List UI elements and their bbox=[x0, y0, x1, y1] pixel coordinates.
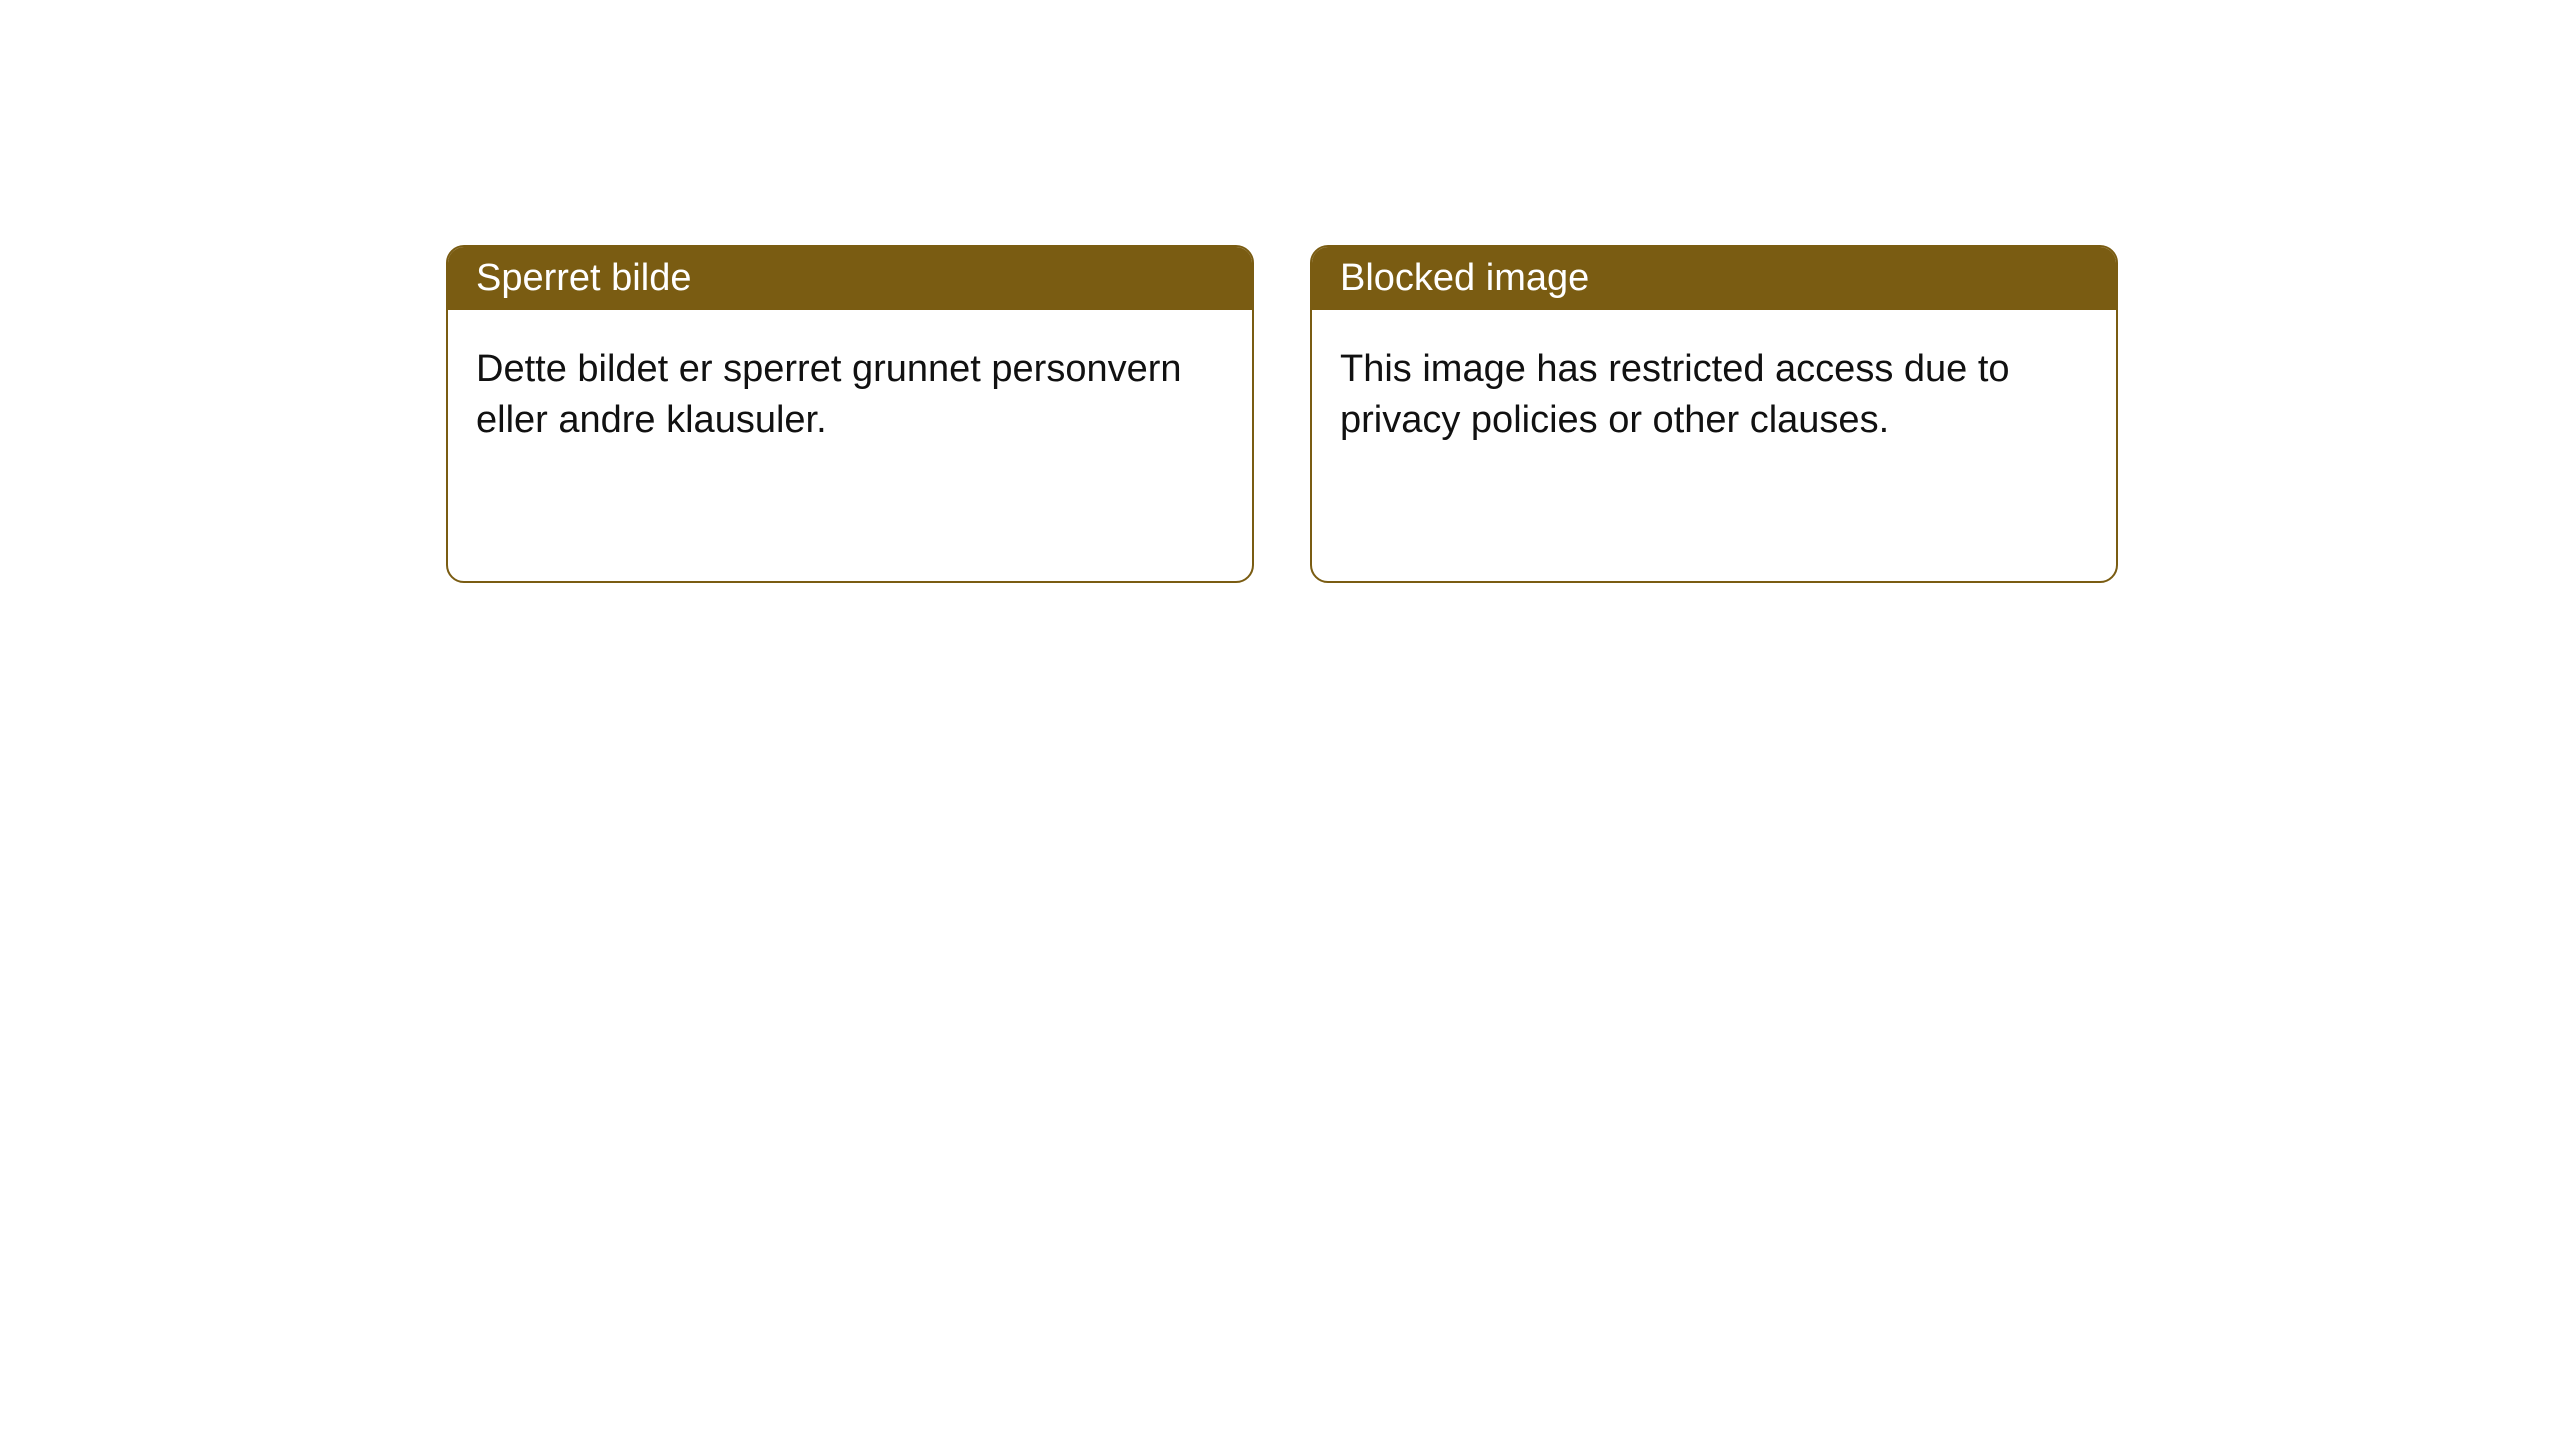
notice-body-norwegian: Dette bildet er sperret grunnet personve… bbox=[448, 310, 1252, 481]
notice-title-norwegian: Sperret bilde bbox=[448, 247, 1252, 310]
notice-body-english: This image has restricted access due to … bbox=[1312, 310, 2116, 481]
notice-card-english: Blocked image This image has restricted … bbox=[1310, 245, 2118, 583]
notice-title-english: Blocked image bbox=[1312, 247, 2116, 310]
notice-card-norwegian: Sperret bilde Dette bildet er sperret gr… bbox=[446, 245, 1254, 583]
notice-container: Sperret bilde Dette bildet er sperret gr… bbox=[0, 0, 2560, 583]
